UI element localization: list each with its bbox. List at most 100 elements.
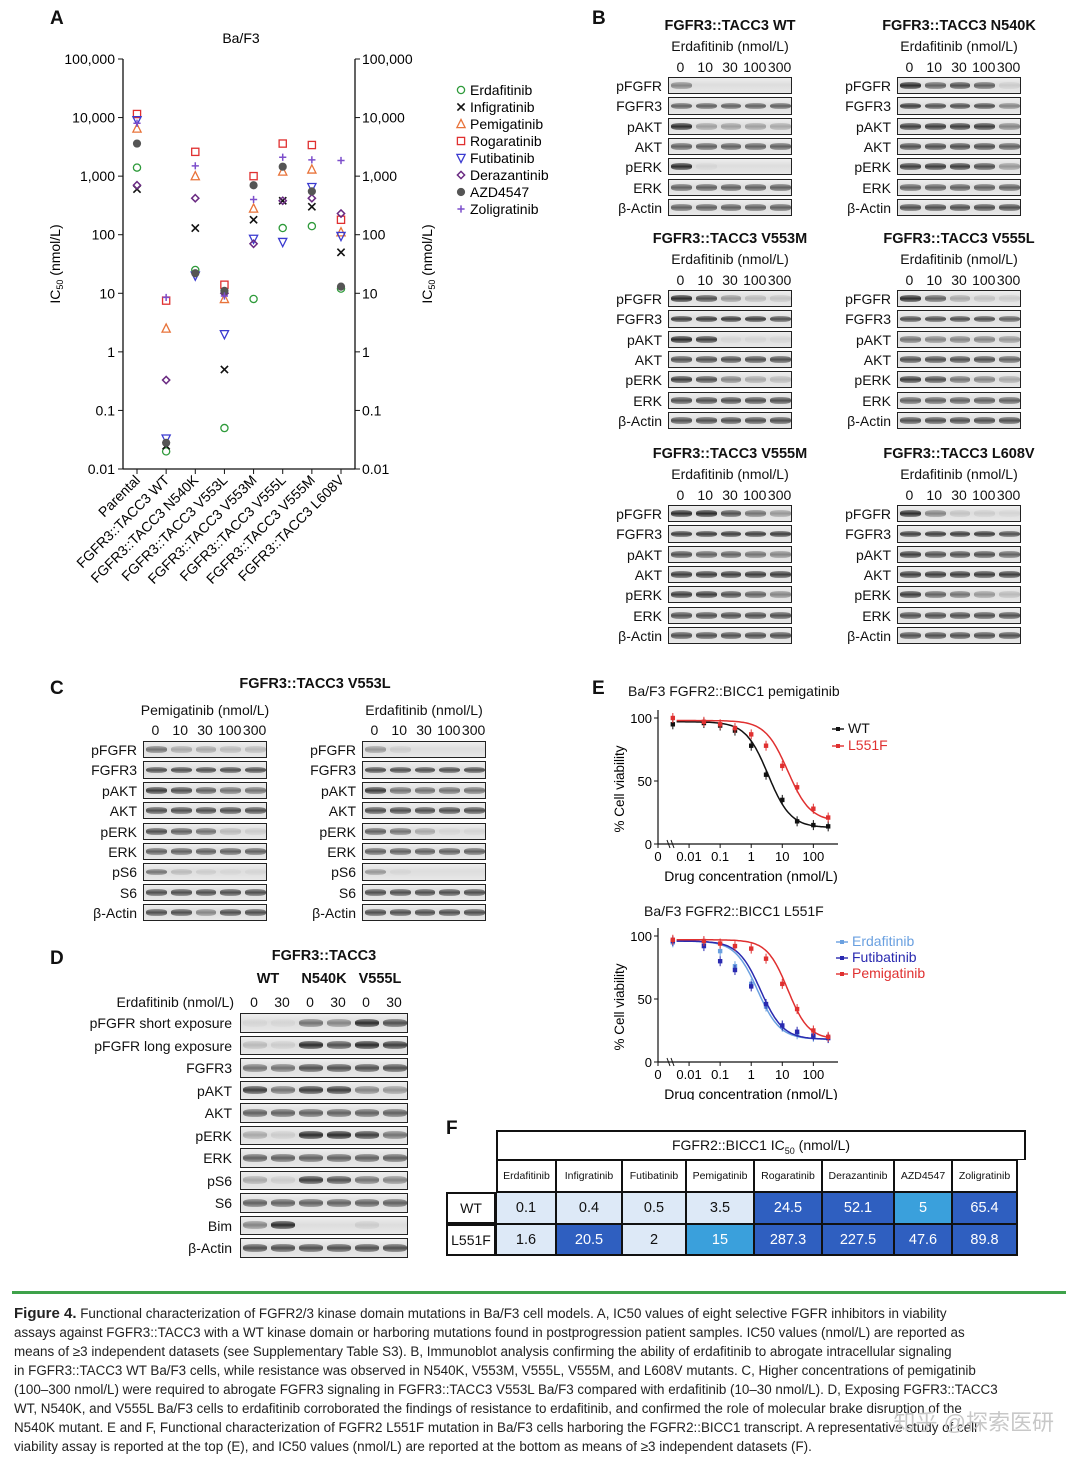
band [464, 848, 485, 855]
band [220, 787, 242, 794]
row-label: ERK [633, 392, 662, 409]
band [949, 611, 971, 619]
blot-strip [897, 330, 1021, 348]
row-label: pS6 [331, 864, 356, 881]
band [383, 1018, 407, 1027]
band [924, 82, 946, 89]
row-label: ERK [862, 607, 891, 624]
blot-strip [668, 505, 792, 523]
panel-label-b: B [592, 8, 606, 29]
band [364, 848, 386, 855]
band [327, 1243, 351, 1252]
band [670, 143, 692, 150]
dose-label: 300 [767, 59, 792, 75]
table-cell: 0.5 [622, 1192, 686, 1224]
band [745, 102, 767, 110]
band [195, 868, 217, 876]
band [464, 827, 485, 835]
band [745, 510, 767, 517]
band [720, 396, 742, 404]
blot-strip [897, 586, 1021, 604]
band [670, 163, 692, 171]
band [243, 1086, 267, 1095]
legend-label: AZD4547 [470, 184, 529, 200]
band [299, 1153, 323, 1162]
figure-caption: Figure 4. Functional characterization of… [14, 1304, 1074, 1456]
blot-strip [668, 565, 792, 584]
blot-strip [240, 1148, 408, 1168]
data-point [132, 163, 142, 172]
y-tick-label: 100 [630, 711, 652, 726]
row-label: pFGFR [91, 742, 137, 758]
data-point [336, 282, 346, 291]
data-point [825, 824, 831, 829]
band [271, 1198, 295, 1207]
panel-label-c: C [50, 678, 64, 699]
row-label: AKT [863, 566, 891, 583]
band [745, 591, 767, 599]
panel-e-top-title: Ba/F3 FGFR2::BICC1 pemigatinib [628, 683, 840, 699]
band [770, 204, 791, 211]
caption-line: Functional characterization of FGFR2/3 k… [80, 1306, 947, 1321]
blot-strip [897, 411, 1021, 430]
row-label: ERK [862, 179, 891, 196]
dose-header: Erdafitinib (nmol/L) [900, 38, 1018, 54]
band [745, 396, 767, 404]
band [670, 122, 692, 130]
blot-strip [897, 97, 1021, 115]
band [299, 1018, 323, 1027]
row-label: FGFR3 [616, 311, 662, 328]
table-cell: 5 [894, 1192, 952, 1224]
blot-strip [897, 525, 1021, 543]
dose-labels: 0 10 30 100300 [668, 59, 792, 75]
band [720, 611, 742, 619]
band [695, 376, 717, 384]
band [670, 295, 692, 302]
band [195, 827, 217, 835]
band [974, 315, 996, 323]
band [389, 746, 411, 753]
band [924, 143, 946, 150]
legend-marker [456, 136, 466, 146]
band [439, 787, 461, 794]
row-label: pFGFR [616, 291, 662, 307]
dose-label: 30 [416, 722, 432, 738]
band [770, 510, 791, 517]
row-label: FGFR3 [310, 762, 356, 779]
band [145, 909, 167, 917]
band [670, 530, 692, 538]
dose-label: 0 [250, 994, 258, 1010]
column-header: Infigratinib [556, 1160, 622, 1192]
blot-strip [143, 802, 267, 820]
band [383, 1198, 407, 1207]
blot-title: FGFR3::TACC3 N540K [882, 18, 1036, 34]
band [414, 807, 436, 815]
band [327, 1153, 351, 1162]
band [899, 315, 921, 323]
blot-strip [897, 371, 1021, 389]
band [364, 766, 386, 774]
dose-labels: 0 10 30 100300 [897, 272, 1021, 288]
row-label: pAKT [626, 546, 662, 563]
blot-strip [897, 137, 1021, 156]
band [999, 183, 1020, 191]
data-point [307, 140, 317, 150]
band [949, 204, 971, 211]
blot-title: FGFR3::TACC3 L608V [883, 446, 1035, 462]
band [899, 204, 921, 211]
data-point [780, 981, 785, 987]
dose-label: 0 [362, 994, 370, 1010]
x-axis-label: Drug concentration (nmol/L) [664, 868, 838, 884]
band [974, 530, 996, 538]
band [220, 766, 242, 774]
band [695, 591, 717, 599]
blot-strip [240, 1170, 408, 1190]
data-point [717, 941, 723, 946]
panel-label-d: D [50, 948, 64, 969]
blot-strip [143, 761, 267, 779]
table-column-headers: Erdafitinib Infigratinib Futibatinib Pemiga… [496, 1160, 1026, 1192]
dose-label: 10 [926, 59, 942, 75]
panel-e-bottom-curve: 0 50 100 0 0.01 0.1 1 10 100 Drug concentration (… [612, 928, 925, 1100]
band [327, 1198, 351, 1207]
band [245, 827, 266, 835]
